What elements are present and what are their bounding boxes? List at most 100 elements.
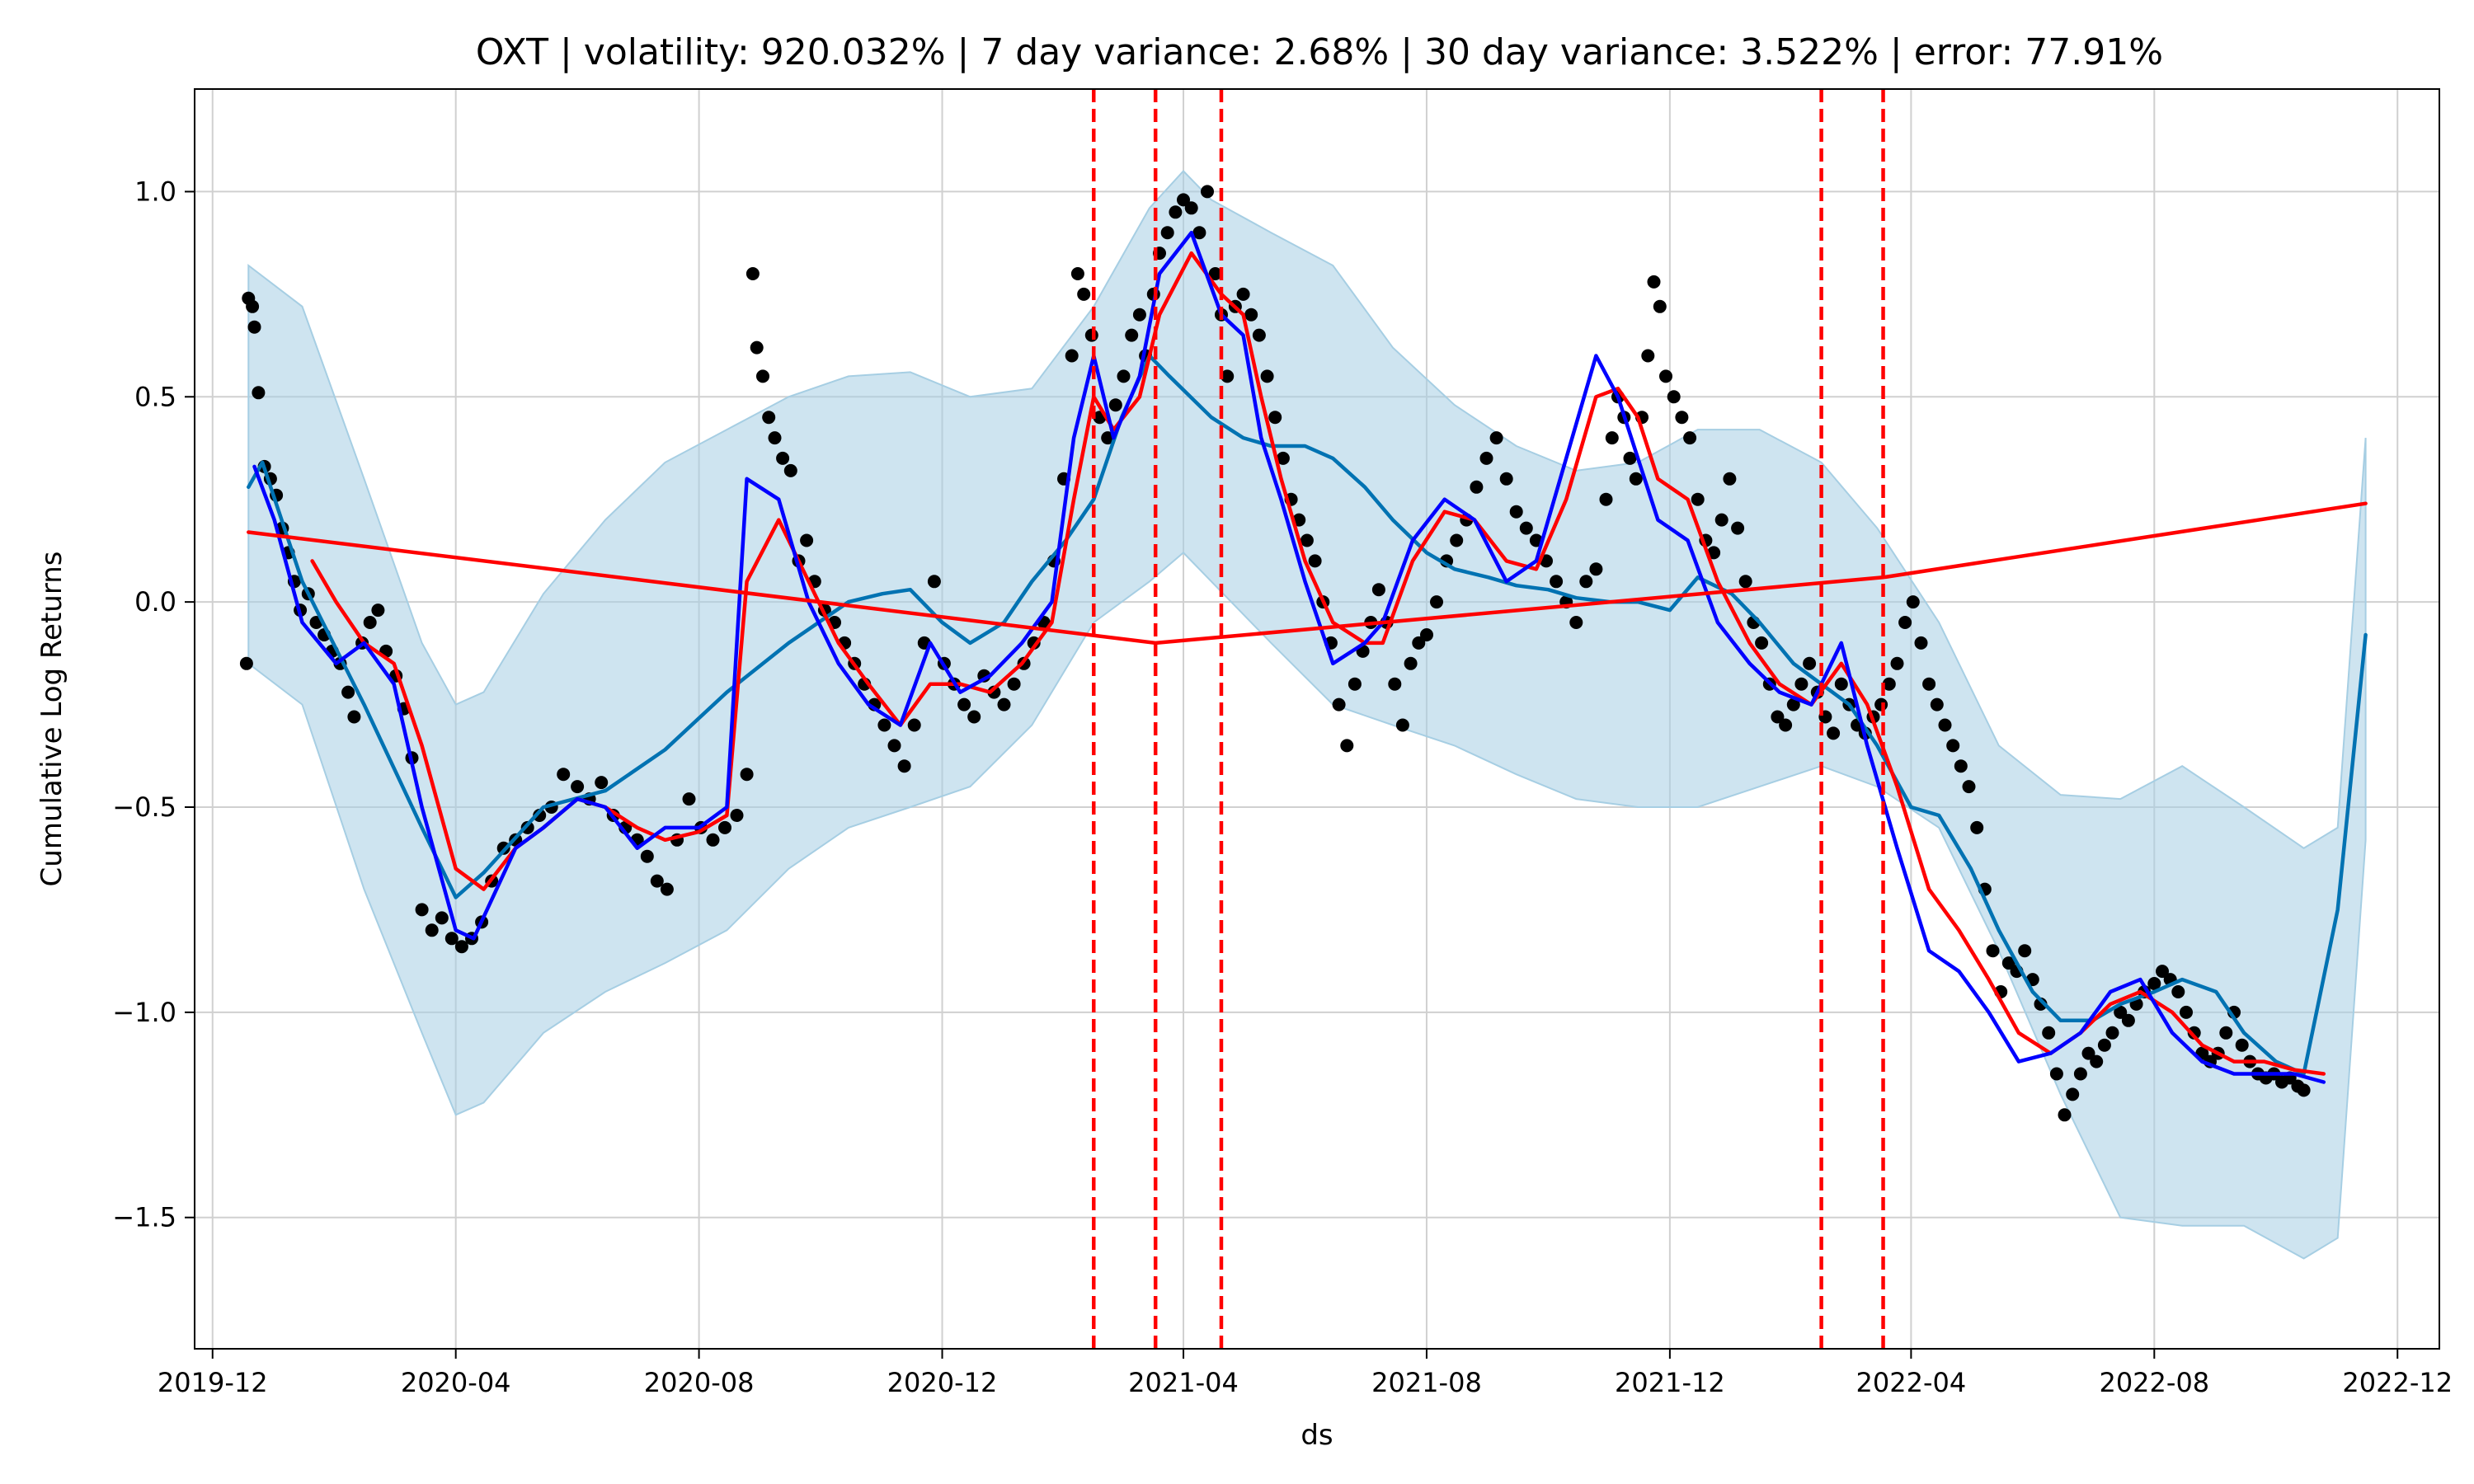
x-axis-label: ds <box>1300 1419 1333 1452</box>
observed-point <box>2171 985 2185 998</box>
observed-point <box>454 940 468 954</box>
observed-point <box>1738 575 1752 589</box>
x-tick-label: 2019-12 <box>158 1367 268 1398</box>
observed-point <box>2180 1005 2193 1019</box>
y-tick-label: 1.0 <box>134 176 176 207</box>
observed-point <box>1954 759 1968 773</box>
observed-point <box>1707 546 1721 560</box>
observed-point <box>1647 275 1661 289</box>
observed-point <box>2147 977 2161 990</box>
observed-point <box>1489 431 1503 445</box>
observed-point <box>887 739 901 753</box>
observed-point <box>363 616 377 629</box>
x-tick-label: 2022-04 <box>1856 1367 1967 1398</box>
observed-point <box>1930 697 1944 711</box>
observed-point <box>877 718 891 732</box>
observed-point <box>252 386 266 400</box>
observed-point <box>1388 677 1402 691</box>
observed-point <box>1922 677 1936 691</box>
observed-point <box>1786 697 1800 711</box>
observed-point <box>1450 533 1464 547</box>
observed-point <box>1479 451 1493 465</box>
observed-point <box>341 685 355 699</box>
y-axis: 1.0 0.5 0.0 −0.5 −1.0 −1.5 <box>112 176 195 1233</box>
observed-point <box>1550 575 1564 589</box>
observed-point <box>444 932 459 946</box>
observed-point <box>1420 628 1433 641</box>
observed-point <box>1509 505 1523 519</box>
observed-point <box>1714 513 1729 527</box>
short-moving-average-line <box>252 230 2326 1084</box>
y-tick-label: 0.5 <box>134 381 176 412</box>
observed-point <box>1412 636 1426 650</box>
y-tick-label: −1.0 <box>112 997 176 1028</box>
observed-point <box>1755 636 1769 650</box>
observed-point <box>1938 718 1952 732</box>
observed-point <box>1499 472 1513 486</box>
observed-point <box>1779 718 1793 732</box>
x-tick-label: 2020-12 <box>887 1367 998 1398</box>
observed-point <box>1404 656 1418 670</box>
observed-point <box>1169 205 1183 219</box>
observed-point <box>1771 710 1785 724</box>
x-tick-label: 2020-08 <box>644 1367 755 1398</box>
observed-point <box>957 697 971 711</box>
observed-point <box>1084 328 1098 342</box>
observed-point <box>1332 697 1346 711</box>
observed-point <box>1653 299 1667 313</box>
observed-point <box>1946 739 1960 753</box>
observed-point <box>239 656 253 670</box>
observed-point <box>1970 820 1984 834</box>
observed-point <box>2105 1026 2119 1040</box>
plot-frame <box>194 88 2440 1350</box>
observed-point <box>1276 451 1290 465</box>
x-tick-label: 2021-12 <box>1615 1367 1725 1398</box>
y-tick-label: 0.0 <box>134 586 176 618</box>
observed-point <box>762 411 776 425</box>
observed-point <box>776 451 790 465</box>
observed-point <box>2049 1067 2063 1081</box>
chart-title: OXT | volatility: 920.032% | 7 day varia… <box>476 31 2163 73</box>
series-lines-layer <box>247 230 2368 1084</box>
observed-point <box>650 874 664 888</box>
x-axis: 2019-12 2020-04 2020-08 2020-12 2021-04 2021-… <box>158 1349 2453 1398</box>
y-tick-label: −1.5 <box>112 1202 176 1233</box>
observed-point <box>1569 616 1583 629</box>
observed-point <box>1675 411 1689 425</box>
observed-point <box>1589 562 1603 576</box>
observed-point <box>1731 521 1745 535</box>
observed-point <box>533 809 547 822</box>
y-tick-label: −0.5 <box>112 791 176 823</box>
observed-point <box>1268 411 1282 425</box>
observed-point <box>907 718 921 732</box>
observed-point <box>800 533 814 547</box>
trend-line <box>247 501 2368 646</box>
observed-point <box>1683 431 1697 445</box>
observed-point <box>1201 185 1214 199</box>
observed-point <box>2121 1013 2135 1027</box>
observed-point <box>750 340 764 355</box>
observed-point <box>1827 726 1841 740</box>
y-axis-label: Cumulative Log Returns <box>35 552 68 887</box>
observed-point <box>2114 1005 2128 1019</box>
observed-point <box>2156 965 2169 979</box>
observed-point <box>1691 492 1705 506</box>
observed-point <box>1986 944 2000 958</box>
observed-point <box>347 710 361 724</box>
observed-point <box>571 780 585 794</box>
observed-point <box>1252 328 1266 342</box>
observed-point <box>1070 267 1084 280</box>
observed-point <box>1236 287 1250 301</box>
observed-point <box>1108 398 1122 412</box>
observed-point <box>2081 1046 2095 1060</box>
x-tick-label: 2022-08 <box>2099 1367 2209 1398</box>
observed-point <box>1906 595 1920 609</box>
observed-point <box>1579 575 1593 589</box>
observed-point <box>246 299 260 313</box>
observed-point <box>2066 1087 2080 1101</box>
observed-point <box>2090 1054 2104 1068</box>
observed-point <box>2097 1038 2111 1052</box>
observed-point <box>1300 533 1314 547</box>
observed-point <box>1260 369 1274 383</box>
